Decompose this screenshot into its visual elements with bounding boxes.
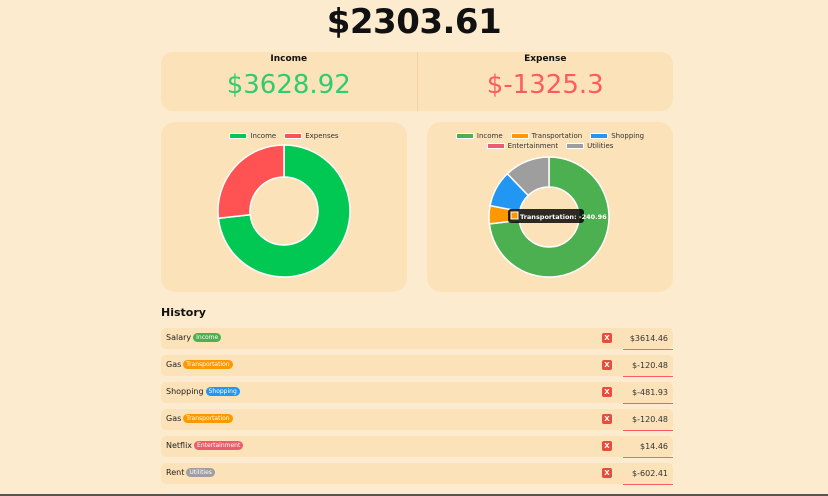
- legend-swatch: [455, 133, 474, 139]
- transaction-name-text: Shopping: [166, 387, 204, 396]
- history-row: Salary Income X $3614.46: [161, 328, 673, 350]
- category-badge: Transportation: [183, 360, 233, 369]
- transaction-amount: $-602.41: [632, 469, 668, 478]
- delete-button[interactable]: X: [602, 333, 612, 343]
- legend-label: Income: [250, 132, 277, 140]
- amount-indicator: [623, 484, 673, 485]
- legend-item-shopping[interactable]: Shopping: [590, 132, 644, 140]
- transaction-amount: $-120.48: [632, 415, 668, 424]
- expense-value: $-1325.3: [486, 70, 604, 100]
- history-row: Rent Utilities X $-602.41: [161, 463, 673, 485]
- delete-button[interactable]: X: [602, 360, 612, 370]
- category-badge: Entertainment: [194, 441, 244, 450]
- transaction-name-text: Netflix: [166, 441, 193, 450]
- balance-total: $2303.61: [326, 2, 502, 42]
- category-badge: Transportation: [183, 414, 233, 423]
- transaction-amount: $14.46: [640, 442, 668, 451]
- transaction-name-text: Gas: [166, 360, 182, 369]
- transaction-amount: $3614.46: [629, 334, 668, 343]
- transaction-name: Gas Transportation: [166, 360, 233, 369]
- transaction-name-text: Gas: [166, 414, 182, 423]
- chart-legend: Income Transportation Shopping Entertainmen…: [427, 132, 673, 152]
- transaction-name: Gas Transportation: [166, 414, 233, 423]
- legend-label: Transportation: [531, 132, 583, 140]
- history-row: Gas Transportation X $-120.48: [161, 355, 673, 377]
- legend-item-income[interactable]: Income: [455, 132, 503, 140]
- slice-expenses[interactable]: [217, 144, 285, 220]
- legend-item-entertainment[interactable]: Entertainment: [486, 142, 559, 150]
- chart-legend: Income Expenses: [161, 132, 407, 142]
- tooltip-swatch: [510, 211, 519, 220]
- delete-button[interactable]: X: [602, 414, 612, 424]
- transaction-name: Netflix Entertainment: [166, 441, 244, 450]
- amount-indicator: [623, 430, 673, 431]
- delete-button[interactable]: X: [602, 387, 612, 397]
- delete-button[interactable]: X: [602, 441, 612, 451]
- legend-swatch: [566, 143, 585, 149]
- category-chart-card: Income Transportation Shopping Entertainmen…: [427, 122, 673, 292]
- history-title: History: [161, 306, 206, 319]
- category-badge: Shopping: [205, 387, 240, 396]
- transaction-name: Rent Utilities: [166, 468, 215, 477]
- income-expense-chart-card: Income Expenses: [161, 122, 407, 292]
- transaction-name: Salary Income: [166, 333, 222, 342]
- legend-swatch: [284, 133, 303, 139]
- transaction-name: Shopping Shopping: [166, 387, 240, 396]
- amount-indicator: [623, 457, 673, 458]
- slice-utilities[interactable]: [506, 156, 550, 197]
- income-label: Income: [270, 54, 308, 64]
- income-expense-doughnut-chart: [217, 144, 351, 278]
- income-summary: Income $3628.92: [161, 52, 417, 111]
- tooltip-label: Transportation: -240.96: [520, 213, 607, 221]
- legend-item-expenses[interactable]: Expenses: [284, 132, 339, 140]
- expense-summary: Expense $-1325.3: [416, 52, 674, 111]
- income-value: $3628.92: [226, 70, 351, 100]
- history-row: Gas Transportation X $-120.48: [161, 409, 673, 431]
- divider: [0, 494, 828, 496]
- history-row: Netflix Entertainment X $14.46: [161, 436, 673, 458]
- amount-indicator: [623, 376, 673, 377]
- amount-indicator: [623, 403, 673, 404]
- expense-label: Expense: [524, 54, 567, 64]
- transaction-amount: $-120.48: [632, 361, 668, 370]
- transaction-name-text: Salary: [166, 333, 192, 342]
- legend-swatch: [590, 133, 609, 139]
- transaction-name-text: Rent: [166, 468, 185, 477]
- legend-label: Entertainment: [507, 142, 559, 150]
- category-badge: Utilities: [186, 468, 215, 477]
- transaction-amount: $-481.93: [632, 388, 668, 397]
- legend-label: Utilities: [587, 142, 614, 150]
- legend-item-utilities[interactable]: Utilities: [566, 142, 613, 150]
- chart-tooltip: Transportation: -240.96: [508, 209, 607, 223]
- summary-panel: Income $3628.92 Expense $-1325.3: [161, 52, 673, 111]
- slice-income[interactable]: [217, 144, 351, 278]
- tooltip-background: [508, 209, 584, 223]
- category-badge: Income: [193, 333, 222, 342]
- delete-button[interactable]: X: [602, 468, 612, 478]
- legend-item-income[interactable]: Income: [229, 132, 276, 140]
- amount-indicator: [623, 349, 673, 350]
- legend-item-transportation[interactable]: Transportation: [510, 132, 583, 140]
- legend-label: Shopping: [611, 132, 645, 140]
- history-row: Shopping Shopping X $-481.93: [161, 382, 673, 404]
- legend-label: Expenses: [305, 132, 339, 140]
- legend-swatch: [510, 133, 529, 139]
- legend-swatch: [486, 143, 505, 149]
- category-doughnut-chart: Transportation: -240.96: [488, 156, 610, 278]
- legend-swatch: [229, 133, 248, 139]
- legend-label: Income: [476, 132, 503, 140]
